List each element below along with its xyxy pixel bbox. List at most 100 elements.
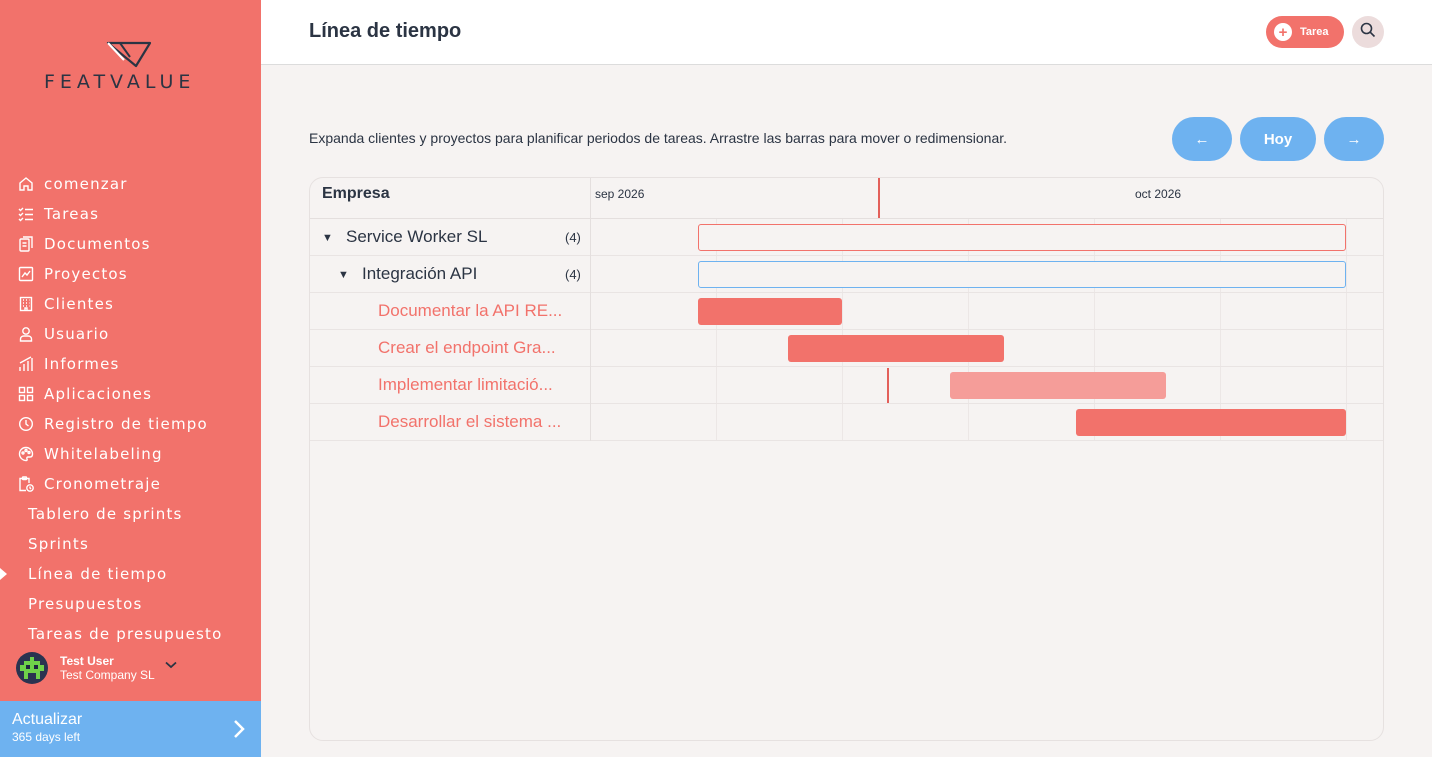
sidebar-item-label: Informes xyxy=(44,355,120,373)
top-header: Línea de tiempo + Tarea xyxy=(261,0,1432,65)
upgrade-banner[interactable]: Actualizar 365 days left xyxy=(0,701,261,757)
sidebar-item-label: Whitelabeling xyxy=(44,445,163,463)
sidebar-item-label: Tareas de presupuesto xyxy=(28,625,223,643)
sidebar-item-cronometraje[interactable]: Cronometraje xyxy=(0,469,261,499)
sidebar-subitem-tareas-de-presupuesto[interactable]: Tareas de presupuesto xyxy=(0,619,261,649)
sidebar-item-documentos[interactable]: Documentos xyxy=(0,229,261,259)
palette-icon xyxy=(17,445,35,463)
sidebar-item-label: Clientes xyxy=(44,295,115,313)
task-bar[interactable] xyxy=(698,298,842,325)
grid-line xyxy=(1220,219,1221,441)
month-label: sep 2026 xyxy=(595,187,645,201)
checklist-icon xyxy=(17,205,35,223)
timeline-description: Expanda clientes y proyectos para planif… xyxy=(309,130,1008,146)
sidebar-item-label: Documentos xyxy=(44,235,151,253)
gantt-row-project[interactable]: ▼ Integración API (4) xyxy=(310,256,1383,293)
sidebar-item-label: Proyectos xyxy=(44,265,128,283)
sidebar-subitem-linea-de-tiempo[interactable]: Línea de tiempo xyxy=(0,559,261,589)
sidebar-item-label: Tablero de sprints xyxy=(28,505,183,523)
chevron-down-icon[interactable] xyxy=(165,656,177,674)
project-name: Integración API xyxy=(362,264,478,283)
gantt-row-task[interactable]: Crear el endpoint Gra... xyxy=(310,330,1383,367)
sidebar-item-clientes[interactable]: Clientes xyxy=(0,289,261,319)
task-name[interactable]: Crear el endpoint Gra... xyxy=(378,338,556,357)
sidebar-nav: comenzar Tareas Documentos Proyectos Cli… xyxy=(0,169,261,649)
client-span-bar[interactable] xyxy=(698,224,1346,251)
sidebar-item-proyectos[interactable]: Proyectos xyxy=(0,259,261,289)
user-menu[interactable]: Test User Test Company SL xyxy=(16,652,177,684)
gantt-chart: Empresa sep 2026 oct 2026 ▼ Service Work… xyxy=(309,177,1384,741)
plus-icon: + xyxy=(1274,23,1292,41)
upgrade-days-left: 365 days left xyxy=(12,730,81,744)
collapse-triangle-icon[interactable]: ▼ xyxy=(338,269,349,281)
task-bar[interactable] xyxy=(788,335,1004,362)
grid-line xyxy=(716,219,717,441)
sidebar-subitem-sprints[interactable]: Sprints xyxy=(0,529,261,559)
sidebar-subitem-presupuestos[interactable]: Presupuestos xyxy=(0,589,261,619)
sidebar-item-label: Usuario xyxy=(44,325,110,343)
task-name[interactable]: Desarrollar el sistema ... xyxy=(378,412,562,431)
grid-line xyxy=(968,219,969,441)
user-company: Test Company SL xyxy=(60,668,155,682)
sidebar-item-registro-de-tiempo[interactable]: Registro de tiempo xyxy=(0,409,261,439)
gantt-column-divider xyxy=(590,178,591,441)
today-marker xyxy=(887,368,889,403)
collapse-triangle-icon[interactable]: ▼ xyxy=(322,232,333,244)
timer-icon xyxy=(17,415,35,433)
sidebar-item-label: Línea de tiempo xyxy=(28,565,168,583)
documents-icon xyxy=(17,235,35,253)
task-name[interactable]: Documentar la API RE... xyxy=(378,301,563,320)
next-period-button[interactable]: → xyxy=(1324,117,1384,161)
grid-line xyxy=(842,219,843,441)
gantt-row-task[interactable]: Implementar limitació... xyxy=(310,367,1383,404)
sidebar-item-whitelabeling[interactable]: Whitelabeling xyxy=(0,439,261,469)
chevron-right-icon xyxy=(233,719,245,744)
previous-period-button[interactable]: ← xyxy=(1172,117,1232,161)
gantt-row-client[interactable]: ▼ Service Worker SL (4) xyxy=(310,219,1383,256)
task-count-badge: (4) xyxy=(565,267,581,282)
grid-line xyxy=(1094,219,1095,441)
sidebar-item-informes[interactable]: Informes xyxy=(0,349,261,379)
gantt-row-task[interactable]: Documentar la API RE... xyxy=(310,293,1383,330)
building-icon xyxy=(17,295,35,313)
brand-logo[interactable]: FEATVALUE xyxy=(44,40,219,93)
project-span-bar[interactable] xyxy=(698,261,1346,288)
home-icon xyxy=(17,175,35,193)
task-name[interactable]: Implementar limitació... xyxy=(378,375,553,394)
search-button[interactable] xyxy=(1352,16,1384,48)
sidebar-item-label: comenzar xyxy=(44,175,128,193)
sidebar-item-tareas[interactable]: Tareas xyxy=(0,199,261,229)
logo-mark-icon xyxy=(106,41,152,68)
sidebar-item-label: Tareas xyxy=(44,205,100,223)
user-icon xyxy=(17,325,35,343)
sidebar-item-label: Sprints xyxy=(28,535,89,553)
gantt-header: Empresa sep 2026 oct 2026 xyxy=(310,178,1383,219)
client-name: Service Worker SL xyxy=(346,227,488,246)
today-marker-header xyxy=(878,178,880,218)
apps-icon xyxy=(17,385,35,403)
clipboard-clock-icon xyxy=(17,475,35,493)
sidebar-item-label: Aplicaciones xyxy=(44,385,153,403)
page-title: Línea de tiempo xyxy=(309,20,462,42)
task-bar[interactable] xyxy=(950,372,1166,399)
user-name: Test User xyxy=(60,654,114,668)
task-bar[interactable] xyxy=(1076,409,1346,436)
sidebar-item-label: Cronometraje xyxy=(44,475,162,493)
sidebar-item-comenzar[interactable]: comenzar xyxy=(0,169,261,199)
brand-name: FEATVALUE xyxy=(44,71,196,93)
sidebar: FEATVALUE comenzar Tareas Documentos Pro… xyxy=(0,0,261,757)
sidebar-item-aplicaciones[interactable]: Aplicaciones xyxy=(0,379,261,409)
sidebar-item-label: Registro de tiempo xyxy=(44,415,208,433)
sidebar-item-usuario[interactable]: Usuario xyxy=(0,319,261,349)
sidebar-item-label: Presupuestos xyxy=(28,595,143,613)
sidebar-subitem-tablero-de-sprints[interactable]: Tablero de sprints xyxy=(0,499,261,529)
avatar xyxy=(16,652,48,684)
today-button[interactable]: Hoy xyxy=(1240,117,1316,161)
gantt-column-header: Empresa xyxy=(322,185,390,202)
add-task-button[interactable]: + Tarea xyxy=(1266,16,1344,48)
bar-chart-icon xyxy=(17,355,35,373)
gantt-row-task[interactable]: Desarrollar el sistema ... xyxy=(310,404,1383,441)
projects-icon xyxy=(17,265,35,283)
month-label: oct 2026 xyxy=(1135,187,1182,201)
upgrade-title: Actualizar xyxy=(12,711,83,728)
